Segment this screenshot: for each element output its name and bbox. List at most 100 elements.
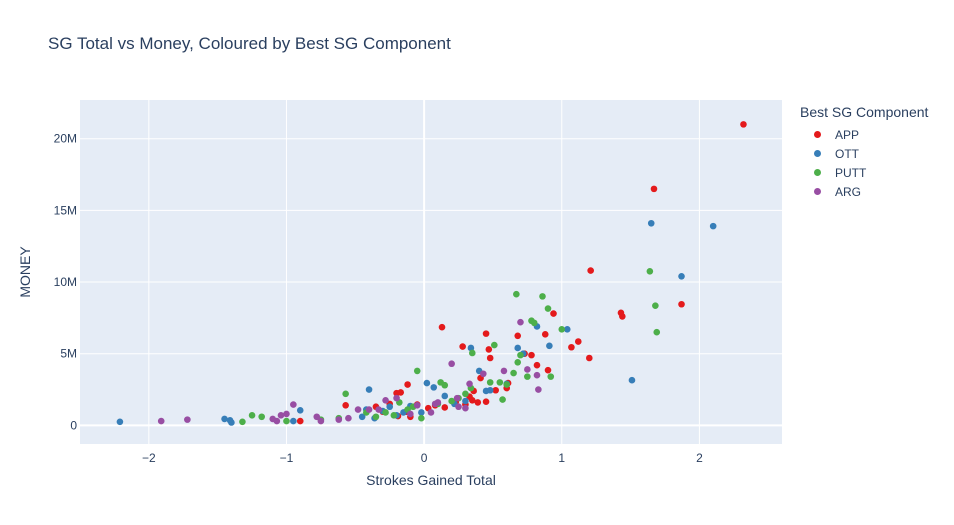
data-point[interactable] [568,343,575,351]
data-point[interactable] [382,396,389,404]
data-point[interactable] [513,290,520,298]
data-point[interactable] [468,349,476,357]
data-point[interactable] [407,410,414,418]
data-point[interactable] [533,361,541,369]
data-point[interactable] [365,386,373,393]
data-point[interactable] [492,386,499,394]
data-point[interactable] [354,406,362,413]
data-point[interactable] [335,416,343,423]
data-point[interactable] [678,300,685,308]
data-point[interactable] [486,354,494,362]
data-point[interactable] [313,413,321,421]
data-point[interactable] [269,415,277,423]
data-point[interactable] [372,413,380,421]
data-point[interactable] [585,354,593,362]
data-point[interactable] [382,409,389,416]
data-point[interactable] [317,417,325,425]
data-point[interactable] [296,407,304,414]
data-point[interactable] [441,392,449,400]
data-point[interactable] [184,416,191,423]
data-point[interactable] [514,344,522,352]
data-point[interactable] [574,338,582,345]
data-point[interactable] [486,379,494,386]
data-point[interactable] [646,267,654,275]
data-point[interactable] [283,417,290,425]
data-point[interactable] [652,302,659,309]
data-point[interactable] [365,406,373,413]
data-point[interactable] [628,376,636,384]
data-point[interactable] [514,332,522,340]
data-point[interactable] [482,398,490,406]
legend-item-ott[interactable]: OTT [800,144,928,163]
data-point[interactable] [277,412,285,419]
data-point[interactable] [653,328,661,336]
data-point[interactable] [258,413,265,421]
data-point[interactable] [448,397,455,405]
data-point[interactable] [283,410,290,418]
data-point[interactable] [678,273,685,280]
data-point[interactable] [462,404,469,412]
legend-item-arg[interactable]: ARG [800,182,928,201]
legend-item-app[interactable]: APP [800,125,928,144]
data-point[interactable] [427,409,435,416]
data-point[interactable] [462,397,469,405]
data-point[interactable] [587,267,594,274]
data-point[interactable] [547,373,555,380]
data-point[interactable] [544,366,552,374]
data-point[interactable] [539,293,546,300]
data-point[interactable] [541,331,549,338]
data-point[interactable] [550,310,557,317]
data-point[interactable] [740,121,747,128]
data-point[interactable] [226,417,234,424]
data-point[interactable] [467,344,475,352]
data-point[interactable] [455,403,462,411]
data-point[interactable] [413,367,421,375]
data-point[interactable] [448,360,455,368]
data-point[interactable] [528,351,535,359]
data-point[interactable] [221,415,228,423]
data-point[interactable] [517,318,524,326]
data-point[interactable] [116,418,124,426]
data-point[interactable] [441,404,449,411]
data-point[interactable] [437,379,444,386]
data-point[interactable] [530,319,538,327]
data-point[interactable] [544,305,552,312]
data-point[interactable] [524,373,531,380]
data-point[interactable] [503,381,511,388]
data-point[interactable] [510,369,517,377]
data-point[interactable] [462,390,469,398]
data-point[interactable] [709,222,717,230]
data-point[interactable] [393,394,400,402]
data-point[interactable] [524,366,531,373]
data-point[interactable] [430,384,438,391]
data-point[interactable] [390,412,398,419]
data-point[interactable] [500,367,508,375]
data-point[interactable] [533,371,541,379]
data-point[interactable] [239,418,246,426]
data-point[interactable] [397,389,405,396]
data-point[interactable] [558,326,566,333]
data-point[interactable] [491,341,498,349]
data-point[interactable] [345,414,352,422]
data-point[interactable] [619,313,626,320]
data-point[interactable] [514,359,522,366]
data-point[interactable] [482,387,490,395]
data-point[interactable] [466,380,473,388]
data-point[interactable] [650,185,658,193]
data-point[interactable] [482,330,490,337]
data-point[interactable] [290,401,297,408]
data-point[interactable] [413,402,421,409]
data-point[interactable] [485,346,493,353]
data-point[interactable] [474,399,482,406]
data-point[interactable] [563,326,571,333]
legend-item-putt[interactable]: PUTT [800,163,928,182]
data-point[interactable] [459,343,466,350]
data-point[interactable] [453,394,461,402]
data-point[interactable] [342,390,349,398]
data-point[interactable] [517,351,524,359]
data-point[interactable] [535,386,542,393]
data-point[interactable] [499,396,506,403]
data-point[interactable] [296,417,304,425]
data-point[interactable] [438,323,446,331]
